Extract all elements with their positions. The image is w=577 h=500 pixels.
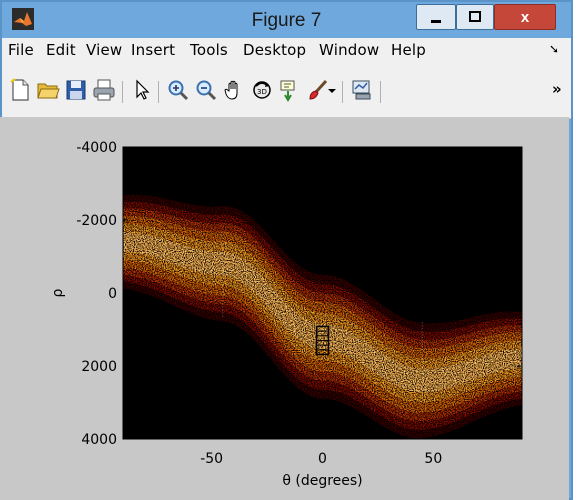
link-plot-icon[interactable] [350, 78, 374, 102]
save-icon[interactable] [64, 78, 88, 102]
window-title: Figure 7 [251, 10, 322, 31]
close-button[interactable]: x [494, 4, 556, 30]
maximize-button[interactable] [456, 4, 494, 30]
axis-ticks: -4000 -2000 0 2000 4000 -50 0 50 [76, 140, 523, 467]
menu-bar: File Edit View Insert Tools Desktop Wind… [2, 38, 571, 60]
hough-transform-chart[interactable]: -4000 -2000 0 2000 4000 -50 0 50 θ (degrees) ρ [0, 117, 569, 500]
y-tick-label: 0 [108, 286, 117, 302]
data-cursor-icon[interactable] [278, 78, 302, 102]
menu-window[interactable]: Window [319, 41, 380, 59]
menu-edit[interactable]: Edit [46, 41, 76, 59]
matlab-logo-icon [12, 8, 34, 30]
menu-dock-arrow-icon[interactable]: ➘ [548, 42, 559, 56]
heatmap-band [123, 194, 522, 439]
x-tick-label: -50 [200, 451, 223, 467]
y-tick-label: 4000 [81, 432, 117, 448]
menu-file[interactable]: File [8, 41, 34, 59]
print-icon[interactable] [92, 78, 116, 102]
toolbar-separator [380, 81, 381, 103]
new-figure-icon[interactable] [8, 78, 32, 102]
toolbar-separator [158, 81, 159, 103]
minimize-icon [431, 20, 441, 23]
svg-text:3D: 3D [257, 88, 267, 96]
maximize-icon [469, 11, 481, 22]
x-axis-label: θ (degrees) [282, 473, 362, 489]
rectangle-marker [315, 325, 330, 356]
toolbar-separator [122, 81, 123, 103]
zoom-out-icon[interactable] [194, 78, 218, 102]
minimize-button[interactable] [416, 4, 456, 30]
dropdown-arrow-icon[interactable] [326, 78, 338, 102]
title-bar[interactable]: Figure 7 x [2, 2, 571, 38]
menu-insert[interactable]: Insert [131, 41, 176, 59]
rotate-3d-icon[interactable]: 3D [250, 78, 274, 102]
close-icon: x [520, 8, 530, 26]
menu-view[interactable]: View [86, 41, 123, 59]
toolbar-separator [342, 81, 343, 103]
y-tick-label: 2000 [81, 359, 117, 375]
menu-tools[interactable]: Tools [190, 41, 228, 59]
open-file-icon[interactable] [36, 78, 60, 102]
zoom-in-icon[interactable] [166, 78, 190, 102]
x-tick-label: 50 [424, 451, 442, 467]
menu-desktop[interactable]: Desktop [243, 41, 307, 59]
menu-help[interactable]: Help [391, 41, 426, 59]
y-axis-label: ρ [50, 288, 66, 297]
plot-area: -4000 -2000 0 2000 4000 -50 0 50 θ (degrees) ρ [0, 117, 569, 500]
y-tick-label: -2000 [76, 213, 117, 229]
toolbar-overflow-icon[interactable]: » [552, 80, 562, 98]
pan-hand-icon[interactable] [222, 78, 246, 102]
pointer-icon[interactable] [130, 78, 154, 102]
brush-icon[interactable] [306, 78, 330, 102]
heatmap-band-layer [123, 232, 522, 393]
y-tick-label: -4000 [76, 140, 117, 156]
x-tick-label: 0 [318, 451, 327, 467]
